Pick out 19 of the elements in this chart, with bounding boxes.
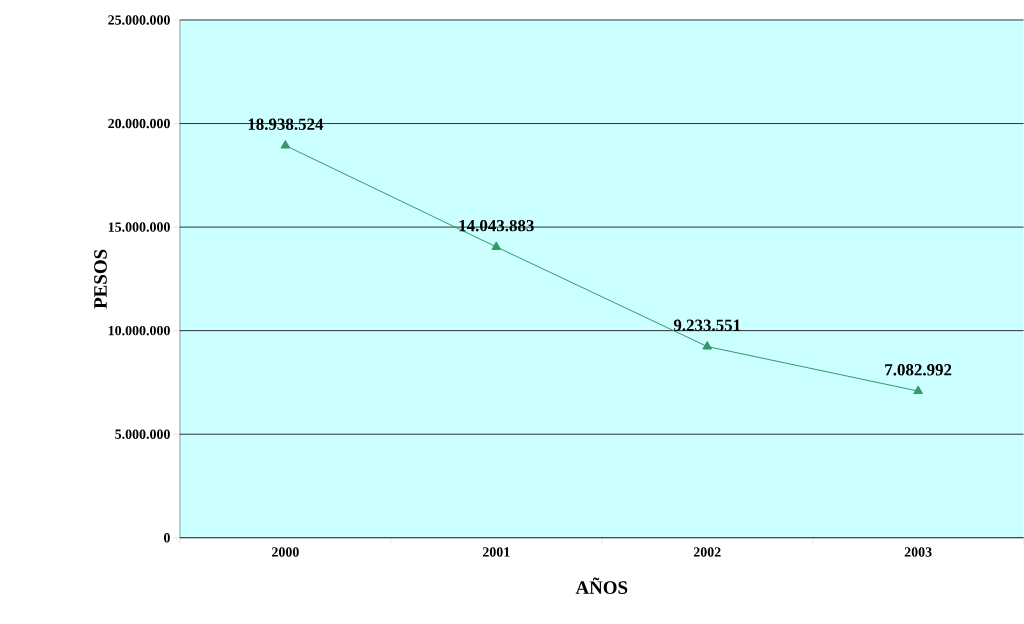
x-tick-label: 2000 [272, 547, 299, 557]
data-label: 9.233.551 [673, 319, 741, 332]
data-label: 7.082.992 [885, 364, 952, 376]
data-label: 14.043.883 [459, 220, 534, 232]
y-tick-label: 25.000.000 [108, 15, 170, 25]
point [491, 241, 502, 251]
y-tick-label: 5.000.000 [115, 429, 170, 440]
x-tick-label: 2002 [693, 547, 721, 557]
point [702, 341, 713, 350]
x-tick-label: 2001 [482, 547, 510, 557]
y-tick-label: 20.000.000 [108, 118, 170, 129]
y-tick-label: 10.000.000 [108, 326, 170, 336]
x-axis-title: AÑOS [575, 577, 628, 595]
x-tick-label: 2003 [904, 547, 932, 557]
point [280, 140, 291, 149]
point [913, 385, 923, 395]
y-axis-title: PESOS [94, 249, 107, 309]
y-tick-label: 15.000.000 [108, 222, 170, 232]
y-tick-label: 0 [163, 533, 170, 543]
